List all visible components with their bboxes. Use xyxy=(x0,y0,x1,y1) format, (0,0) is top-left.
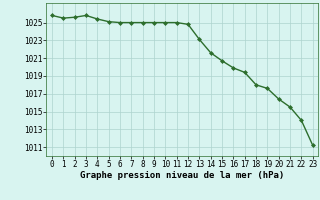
X-axis label: Graphe pression niveau de la mer (hPa): Graphe pression niveau de la mer (hPa) xyxy=(80,171,284,180)
